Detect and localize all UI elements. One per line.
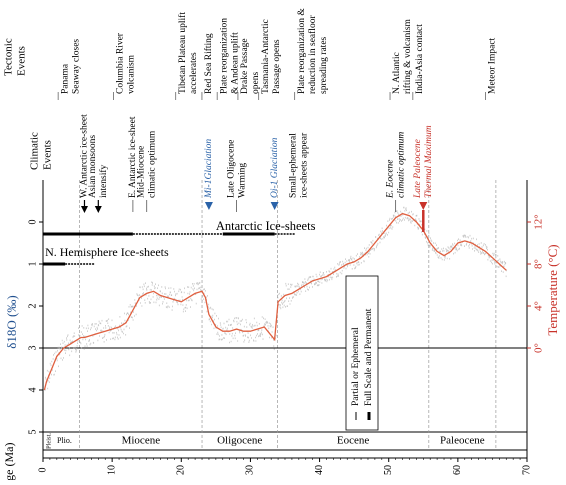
tectonic-events-header: Tectonic	[3, 38, 15, 76]
y-left-tick-label: 2	[27, 304, 38, 309]
climatic-event-label: Warming	[237, 163, 247, 198]
climatic-event-label: Thermal Maximum	[424, 125, 434, 198]
climatic-event-label: Late Paleocene	[413, 139, 423, 199]
tectonic-event-label: Plate reorganization &	[297, 8, 307, 94]
climatic-event-label: Oi-1 Glaciation	[270, 137, 280, 198]
tectonic-event-label: rifting & volcanism	[402, 18, 413, 94]
climatic-event-label: W. Antarctic ice-sheet	[80, 114, 90, 198]
y-left-tick-label: 5	[27, 430, 38, 435]
epoch-label: Miocene	[122, 435, 161, 447]
tectonic-event-label: & Andean uplift	[229, 32, 240, 94]
climatic-event-label: ice-sheets appear	[300, 132, 310, 198]
epoch-label: Pleist.	[46, 433, 53, 449]
tectonic-event-label: Columbia River	[116, 32, 126, 94]
x-tick-label: 10	[106, 465, 117, 475]
climatic-event-label: E. Antarctic ice-sheet	[128, 116, 138, 198]
tectonic-event-label: Drake Passage	[240, 38, 250, 94]
smoothed-series	[43, 212, 507, 391]
climatic-event-label: intensify	[98, 165, 109, 198]
climatic-event-label: E. Eocene	[385, 159, 395, 199]
tectonic-event-label: accelerates	[189, 52, 199, 94]
tectonic-events-header: Events	[16, 46, 28, 76]
y-right-tick-label: 4°	[533, 301, 545, 311]
x-tick-label: 30	[245, 465, 256, 475]
legend-item-label: Full Scale and Permanent	[364, 308, 374, 406]
tectonic-event-label: Passage opens	[272, 39, 282, 94]
x-tick-label: 0	[37, 468, 48, 473]
climatic-events-header: Events	[42, 140, 54, 170]
epoch-label: Eocene	[337, 435, 369, 447]
y-left-tick-label: 1	[27, 262, 38, 267]
y-left-tick-label: 4	[27, 388, 38, 393]
climatic-event-label: Mi-1Glaciation	[204, 139, 214, 199]
tectonic-event-label: opens	[251, 72, 261, 94]
tectonic-event-label: volcanism	[127, 54, 137, 94]
antarctic-ice-sheets-label: Antarctic Ice-sheets	[216, 219, 316, 233]
legend-item-label: Partial or Ephemeral	[351, 327, 361, 406]
tectonic-event-label: Plate reorganization	[219, 18, 229, 94]
series-line	[43, 212, 507, 391]
epoch-label: Paleocene	[440, 435, 485, 447]
y-right-axis-label: Temperature (°C)	[545, 244, 560, 335]
axes: 0 10 20 30 40 50 60 70 Age (Ma) 0 1 2 3 4 5 δ18O (‰) 0° 4…	[2, 180, 560, 485]
climatic-event-label: climatic optimum	[396, 132, 406, 198]
x-axis-label: Age (Ma)	[2, 443, 16, 480]
epoch-bands: Plio. Pleist. Miocene Oligocene Eocene Paleoc…	[43, 431, 527, 451]
x-tick-label: 40	[314, 465, 325, 475]
tectonic-event-label: Tasmania-Antarctic	[261, 19, 271, 94]
tectonic-event-label: Tibetan Plateau uplift	[177, 12, 188, 94]
x-tick-label: 60	[452, 465, 463, 475]
event-arrow-icon	[94, 206, 102, 213]
tectonic-event-label: spreading rates	[319, 36, 329, 94]
tectonic-event-label: India-Asia contact	[415, 24, 425, 94]
y-left-tick-label: 3	[27, 346, 38, 351]
tectonic-event-label: Meteor Impact	[488, 37, 498, 94]
tectonic-event-label: N. Atlantic	[392, 52, 402, 94]
y-left-axis-label: δ18O (‰)	[4, 295, 19, 348]
tectonic-event-label: Panama	[60, 63, 70, 94]
x-tick-label: 50	[383, 465, 394, 475]
climatic-event-label: Mid-Miocene	[136, 146, 146, 198]
legend: Partial or Ephemeral Full Scale and Perma…	[345, 275, 379, 431]
y-left-tick-label: 0	[27, 220, 38, 225]
climatic-event-label: Asian monsoons	[88, 135, 98, 198]
climatic-event-label: Small-ephemeral	[289, 133, 299, 198]
epoch-label: Oligocene	[217, 435, 262, 447]
epoch-label: Plio.	[57, 436, 72, 445]
climatic-event-label: climatic optimum	[147, 130, 157, 198]
tectonic-events: Tectonic Events Panama Seaway closes Columbi…	[3, 8, 498, 100]
event-arrow-icon	[80, 206, 88, 213]
ice-sheet-bars: Antarctic Ice-sheets N. Hemisphere Ice-sh…	[43, 219, 316, 266]
y-right-tick-label: 12°	[533, 214, 545, 229]
event-triangle-icon	[270, 202, 279, 210]
x-tick-label: 20	[176, 465, 187, 475]
nh-ice-sheets-label: N. Hemisphere Ice-sheets	[45, 245, 169, 259]
tectonic-event-label: reduction in seafloor	[307, 15, 318, 94]
y-right-tick-label: 0°	[533, 343, 545, 353]
event-triangle-icon	[419, 202, 428, 210]
tectonic-event-label: Seaway closes	[71, 39, 81, 94]
climatic-events-header: Climatic	[29, 132, 41, 170]
y-right-tick-label: 8°	[533, 259, 545, 269]
climatic-events: Climatic Events W. Antarctic ice-sheetAsia…	[29, 114, 434, 232]
tectonic-event-label: Red Sea Rifting	[203, 33, 214, 94]
legend-box	[345, 275, 379, 431]
event-triangle-icon	[204, 202, 213, 210]
x-tick-label: 70	[521, 465, 532, 475]
climatic-event-label: Late Oligocene	[226, 140, 236, 198]
